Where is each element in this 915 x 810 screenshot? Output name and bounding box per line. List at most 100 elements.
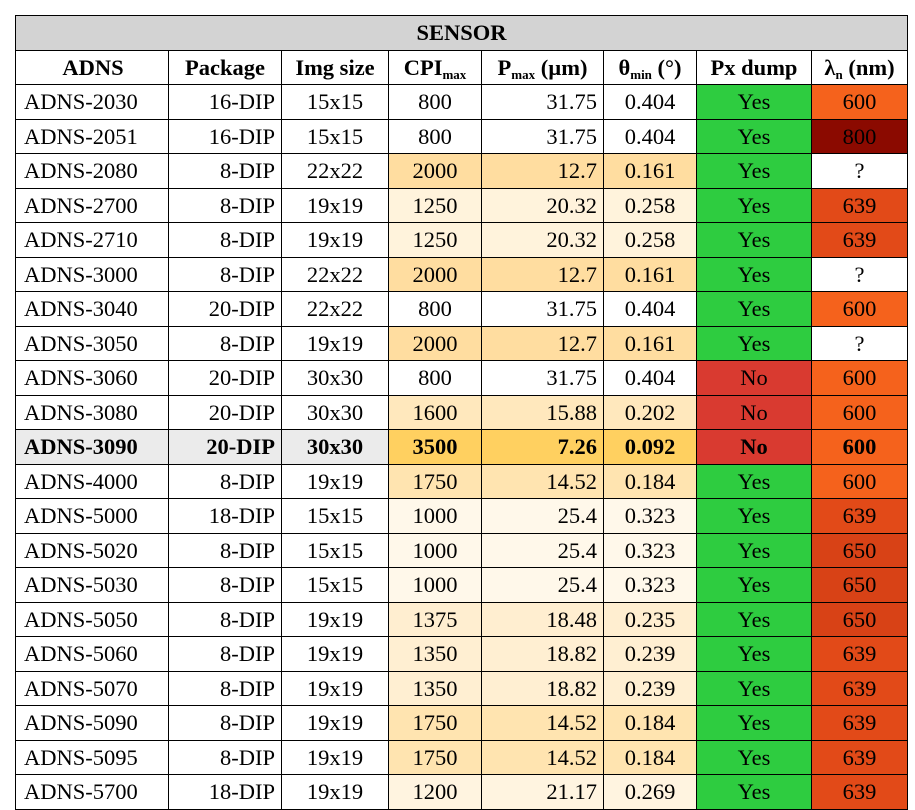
cell-p-max: 14.52 [481,705,604,741]
header-row: ADNS Package Img size CPImax Pmax (µm) θ… [15,49,908,85]
cell-p-max: 25.4 [481,532,604,568]
cell-px-dump: Yes [696,739,812,775]
cell-px-dump: Yes [696,187,812,223]
cell-package: 8-DIP [168,532,282,568]
cell-img-size: 19x19 [281,187,389,223]
cell-adns: ADNS-5020 [15,532,169,568]
cell-lambda: 650 [811,601,908,637]
cell-lambda: 600 [811,463,908,499]
cell-theta-min: 0.269 [603,774,697,810]
cell-theta-min: 0.092 [603,429,697,465]
cell-adns: ADNS-5030 [15,567,169,603]
cell-lambda: 650 [811,567,908,603]
table-row: ADNS-5000 18-DIP 15x15 1000 25.4 0.323 Yes 639 [15,498,908,534]
cell-px-dump: No [696,360,812,396]
cell-img-size: 22x22 [281,291,389,327]
cell-lambda: 639 [811,187,908,223]
cell-package: 8-DIP [168,153,282,189]
cell-lambda: 639 [811,739,908,775]
table-row: ADNS-5030 8-DIP 15x15 1000 25.4 0.323 Yes 650 [15,567,908,603]
cell-adns: ADNS-2700 [15,187,169,223]
cell-theta-min: 0.323 [603,532,697,568]
table-row: ADNS-5020 8-DIP 15x15 1000 25.4 0.323 Yes 650 [15,532,908,568]
header-p-max: Pmax (µm) [481,49,604,85]
cell-px-dump: Yes [696,256,812,292]
cell-img-size: 22x22 [281,256,389,292]
cell-px-dump: Yes [696,636,812,672]
cell-lambda: 600 [811,291,908,327]
cell-p-max: 18.48 [481,601,604,637]
cell-package: 18-DIP [168,498,282,534]
cell-img-size: 15x15 [281,118,389,154]
cell-cpi: 1250 [388,187,482,223]
cell-adns: ADNS-3090 [15,429,169,465]
header-cpi-sub: max [442,66,467,82]
cell-px-dump: Yes [696,498,812,534]
cell-lambda: 639 [811,222,908,258]
cell-img-size: 19x19 [281,222,389,258]
cell-p-max: 12.7 [481,325,604,361]
cell-cpi: 1000 [388,532,482,568]
header-theta-sub: min [630,66,652,82]
cell-package: 8-DIP [168,325,282,361]
cell-img-size: 19x19 [281,774,389,810]
cell-img-size: 19x19 [281,325,389,361]
cell-cpi: 1000 [388,567,482,603]
cell-lambda: 650 [811,532,908,568]
cell-img-size: 19x19 [281,463,389,499]
cell-cpi: 1750 [388,705,482,741]
cell-theta-min: 0.323 [603,567,697,603]
cell-cpi: 800 [388,118,482,154]
cell-package: 20-DIP [168,360,282,396]
cell-px-dump: Yes [696,705,812,741]
cell-lambda: 600 [811,429,908,465]
cell-lambda: 639 [811,498,908,534]
cell-cpi: 800 [388,84,482,120]
table-row: ADNS-5070 8-DIP 19x19 1350 18.82 0.239 Yes 639 [15,670,908,706]
cell-package: 16-DIP [168,84,282,120]
cell-img-size: 19x19 [281,739,389,775]
cell-theta-min: 0.161 [603,325,697,361]
cell-adns: ADNS-5000 [15,498,169,534]
cell-package: 8-DIP [168,636,282,672]
header-package: Package [168,49,282,85]
cell-adns: ADNS-4000 [15,463,169,499]
table-row: ADNS-3040 20-DIP 22x22 800 31.75 0.404 Yes 600 [15,291,908,327]
cell-adns: ADNS-3080 [15,394,169,430]
cell-lambda: ? [811,153,908,189]
table-row: ADNS-2710 8-DIP 19x19 1250 20.32 0.258 Yes 639 [15,222,908,258]
cell-lambda: 639 [811,636,908,672]
cell-p-max: 12.7 [481,153,604,189]
cell-lambda: 639 [811,774,908,810]
cell-img-size: 19x19 [281,670,389,706]
cell-p-max: 15.88 [481,394,604,430]
cell-img-size: 30x30 [281,394,389,430]
cell-p-max: 31.75 [481,118,604,154]
table-row: ADNS-5095 8-DIP 19x19 1750 14.52 0.184 Yes 639 [15,739,908,775]
cell-package: 18-DIP [168,774,282,810]
table-body: ADNS-2030 16-DIP 15x15 800 31.75 0.404 Yes 600 A… [15,84,908,810]
table-row: ADNS-3060 20-DIP 30x30 800 31.75 0.404 No 600 [15,360,908,396]
cell-adns: ADNS-5095 [15,739,169,775]
table-row: ADNS-2051 16-DIP 15x15 800 31.75 0.404 Yes 800 [15,118,908,154]
cell-px-dump: Yes [696,291,812,327]
header-adns: ADNS [15,49,169,85]
cell-px-dump: Yes [696,670,812,706]
cell-px-dump: Yes [696,774,812,810]
header-img-size: Img size [281,49,389,85]
cell-package: 8-DIP [168,601,282,637]
cell-px-dump: Yes [696,601,812,637]
cell-img-size: 15x15 [281,567,389,603]
table-row: ADNS-5090 8-DIP 19x19 1750 14.52 0.184 Yes 639 [15,705,908,741]
cell-img-size: 22x22 [281,153,389,189]
table-row: ADNS-5050 8-DIP 19x19 1375 18.48 0.235 Yes 650 [15,601,908,637]
table-row: ADNS-2030 16-DIP 15x15 800 31.75 0.404 Yes 600 [15,84,908,120]
cell-adns: ADNS-2710 [15,222,169,258]
cell-px-dump: Yes [696,325,812,361]
header-lambda-main: λ [824,54,836,80]
cell-package: 20-DIP [168,429,282,465]
header-lambda-unit: (nm) [842,54,895,80]
cell-theta-min: 0.258 [603,187,697,223]
header-cpi-max: CPImax [388,49,482,85]
cell-cpi: 1000 [388,498,482,534]
